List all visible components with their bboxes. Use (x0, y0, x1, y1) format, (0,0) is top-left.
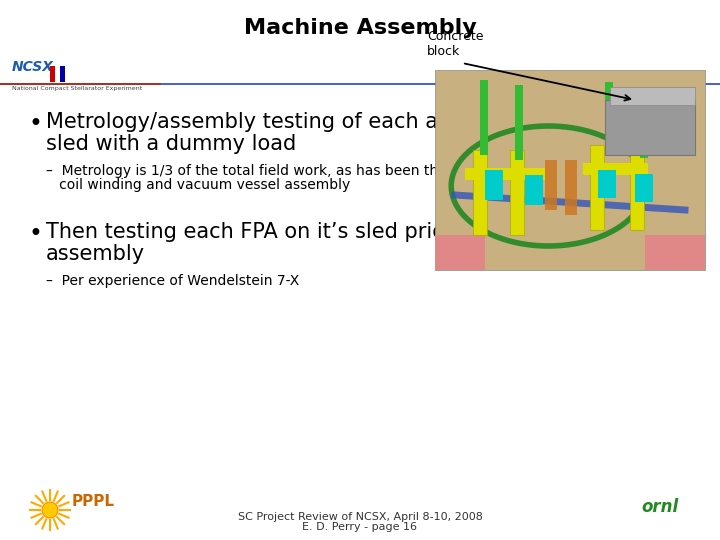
Bar (525, 175, 543, 205)
Bar (635, 174, 653, 202)
Bar (510, 150, 524, 235)
Bar (645, 235, 705, 270)
Bar (630, 145, 644, 230)
Bar (605, 100, 695, 155)
Text: SC Project Review of NCSX, April 8-10, 2008: SC Project Review of NCSX, April 8-10, 2… (238, 512, 482, 522)
Bar (583, 163, 648, 175)
Bar (610, 87, 695, 105)
Bar (465, 168, 545, 180)
Bar (473, 150, 487, 235)
Text: PPPL: PPPL (72, 495, 115, 510)
Bar (590, 145, 604, 230)
Bar (545, 160, 557, 210)
Text: –  Per experience of Wendelstein 7-X: – Per experience of Wendelstein 7-X (46, 274, 300, 288)
Text: assembly: assembly (46, 244, 145, 264)
Bar (50, 66, 55, 82)
Text: National Compact Stellarator Experiment: National Compact Stellarator Experiment (12, 86, 142, 91)
Text: Machine Assembly: Machine Assembly (243, 18, 477, 38)
Bar (55, 66, 60, 82)
Text: –  Metrology is 1/3 of the total field work, as has been the experience on: – Metrology is 1/3 of the total field wo… (46, 164, 549, 178)
Bar (640, 88, 648, 158)
Text: •: • (28, 112, 42, 136)
Bar (435, 235, 485, 270)
Text: Then testing each FPA on it’s sled prior to final: Then testing each FPA on it’s sled prior… (46, 222, 533, 242)
Bar (60, 66, 65, 82)
Text: NCSX: NCSX (12, 60, 54, 73)
Text: ornl: ornl (642, 498, 679, 516)
Bar (515, 85, 523, 160)
Text: sled with a dummy load: sled with a dummy load (46, 134, 296, 154)
Text: Metrology/assembly testing of each assembly: Metrology/assembly testing of each assem… (46, 112, 524, 132)
Text: •: • (28, 222, 42, 246)
Bar (480, 80, 488, 155)
Bar (605, 82, 613, 152)
Text: coil winding and vacuum vessel assembly: coil winding and vacuum vessel assembly (46, 178, 350, 192)
Bar (485, 170, 503, 200)
Text: Concrete
block: Concrete block (427, 30, 484, 58)
Bar (435, 70, 705, 270)
Bar (598, 170, 616, 198)
Circle shape (42, 502, 58, 518)
Bar (565, 160, 577, 215)
Text: E. D. Perry - page 16: E. D. Perry - page 16 (302, 522, 418, 532)
